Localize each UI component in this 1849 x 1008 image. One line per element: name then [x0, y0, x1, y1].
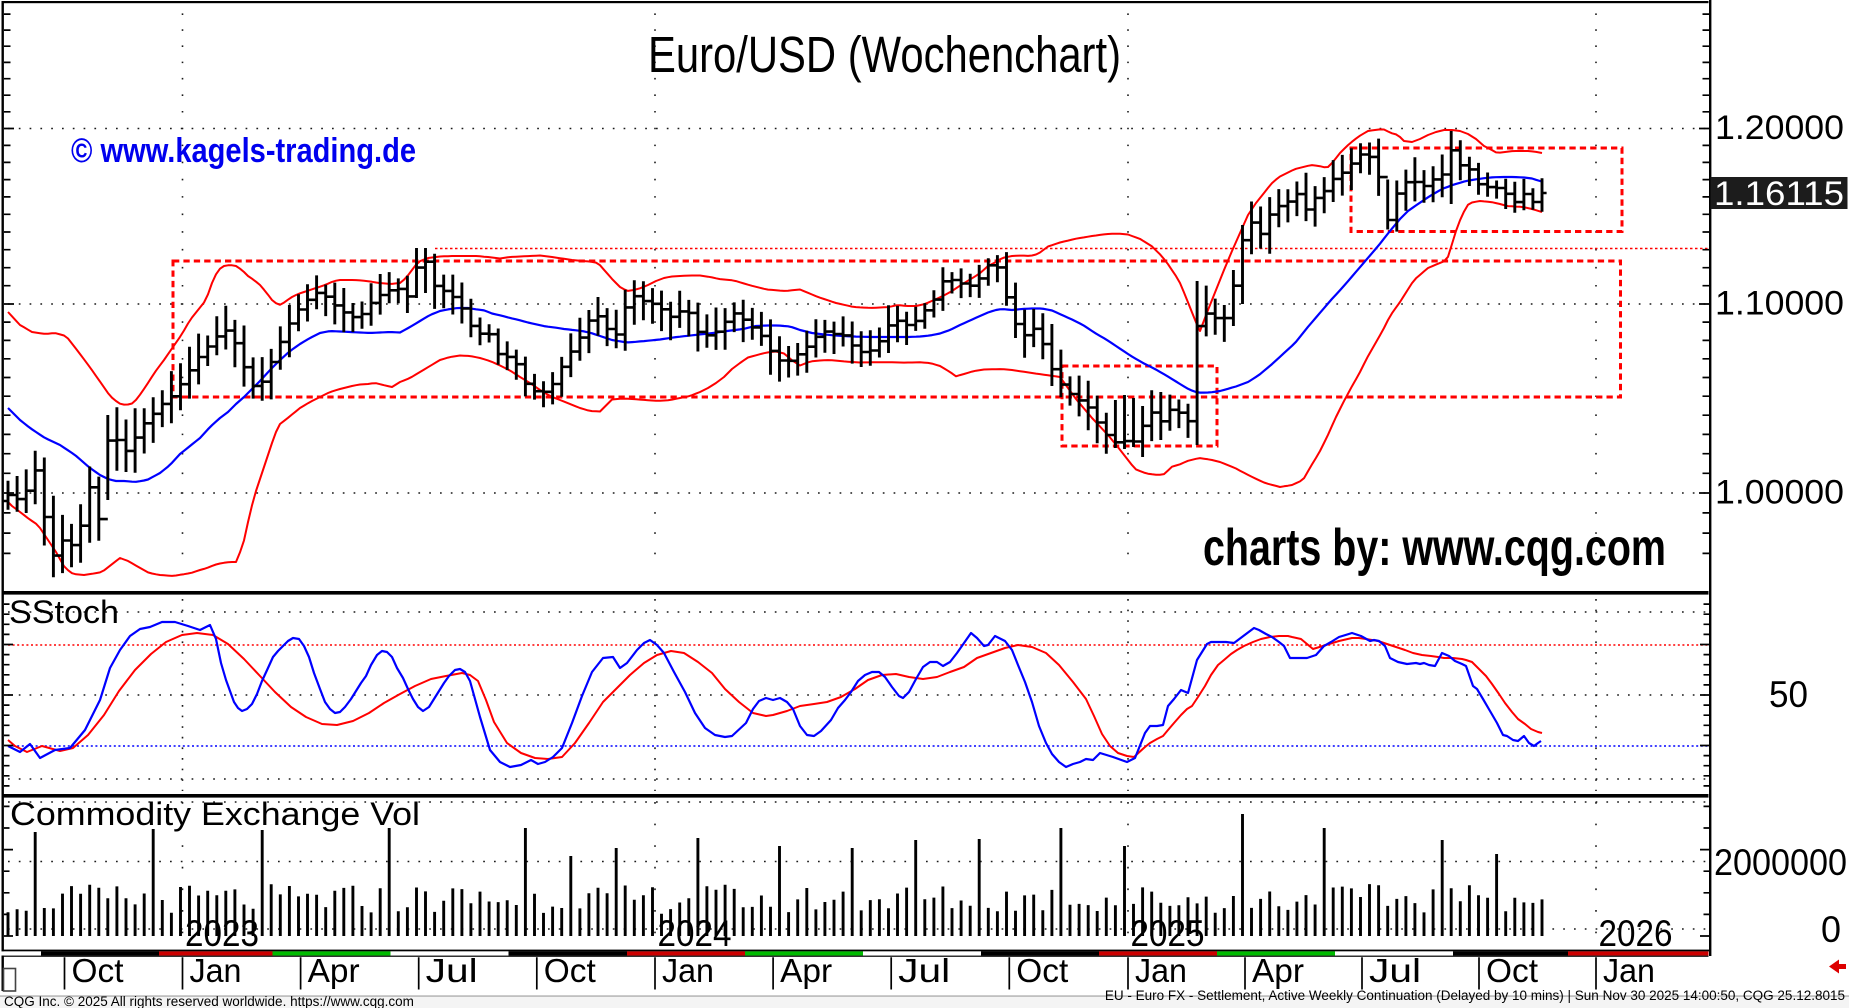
svg-text:Jul: Jul [1369, 952, 1421, 989]
svg-text:Oct: Oct [1016, 952, 1068, 989]
svg-text:SStoch: SStoch [9, 594, 119, 630]
svg-text:Jan: Jan [190, 952, 242, 989]
svg-text:Jul: Jul [898, 952, 950, 989]
svg-text:1.10000: 1.10000 [1715, 285, 1844, 323]
svg-text:Oct: Oct [544, 952, 596, 989]
svg-text:2025: 2025 [1131, 913, 1205, 954]
svg-text:2024: 2024 [658, 913, 732, 954]
svg-text:Oct: Oct [72, 952, 124, 989]
svg-text:Euro/USD (Wochenchart): Euro/USD (Wochenchart) [648, 26, 1121, 83]
svg-text:Apr: Apr [780, 952, 832, 989]
svg-text:Jan: Jan [1135, 952, 1187, 989]
svg-text:1.16115: 1.16115 [1714, 175, 1844, 213]
svg-text:2000000: 2000000 [1714, 842, 1847, 883]
svg-text:Oct: Oct [1486, 952, 1538, 989]
svg-text:charts by: www.cqg.com: charts by: www.cqg.com [1203, 519, 1666, 577]
svg-text:Apr: Apr [308, 952, 360, 989]
svg-text:50: 50 [1769, 674, 1808, 715]
svg-text:Jan: Jan [662, 952, 714, 989]
svg-text:Jul: Jul [426, 952, 478, 989]
svg-text:1.00000: 1.00000 [1715, 474, 1844, 512]
svg-text:© www.kagels-trading.de: © www.kagels-trading.de [71, 132, 416, 170]
svg-text:1.20000: 1.20000 [1715, 109, 1844, 147]
svg-text:2026: 2026 [1599, 913, 1673, 954]
svg-text:CQG Inc. © 2025 All rights res: CQG Inc. © 2025 All rights reserved worl… [4, 994, 414, 1008]
svg-text:EU - Euro FX - Settlement, Act: EU - Euro FX - Settlement, Active Weekly… [1105, 988, 1845, 1003]
svg-text:Jan: Jan [1603, 952, 1655, 989]
svg-text:2023: 2023 [185, 913, 259, 954]
svg-text:Apr: Apr [1252, 952, 1304, 989]
svg-text:0: 0 [1821, 909, 1841, 950]
svg-text:Commodity Exchange Vol: Commodity Exchange Vol [10, 796, 420, 832]
